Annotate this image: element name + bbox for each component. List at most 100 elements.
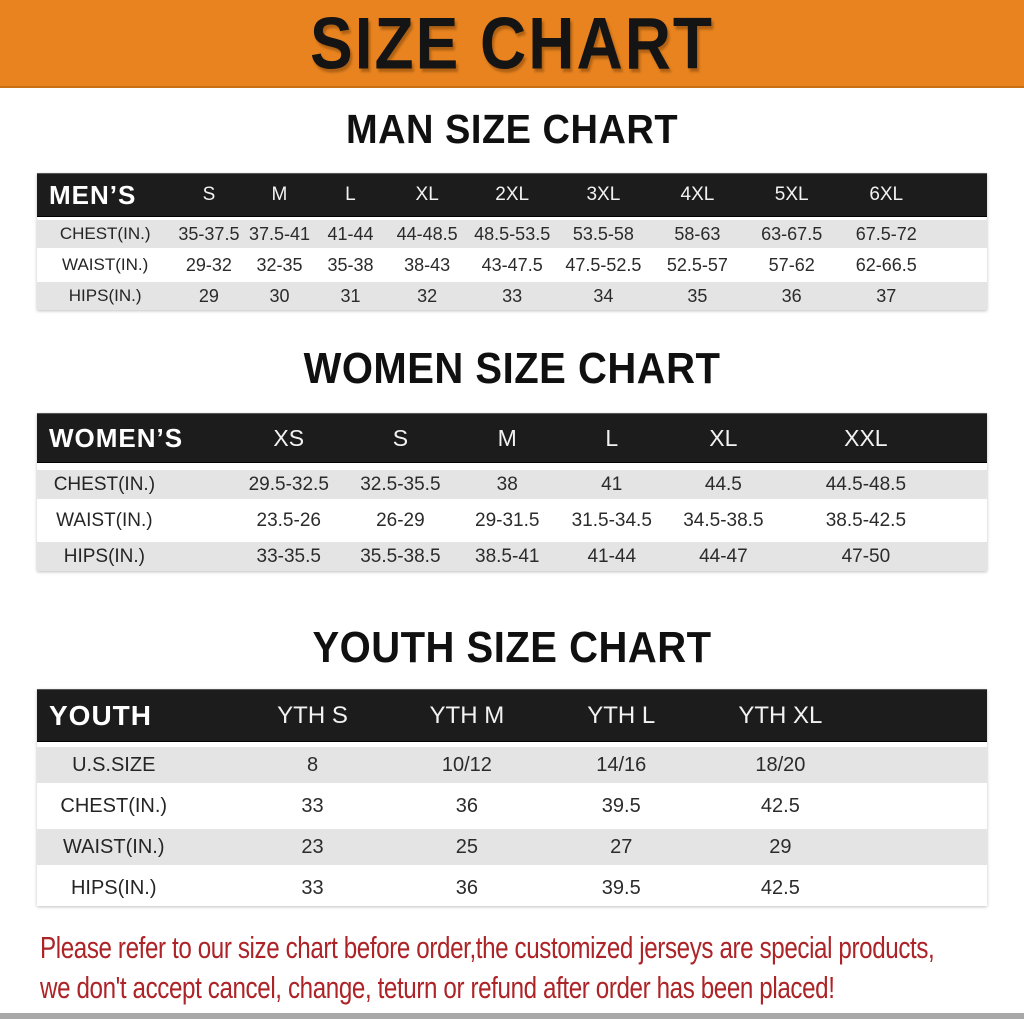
size-chart-title: SIZE CHART — [310, 1, 714, 85]
size-value-cell: 58-63 — [674, 223, 721, 244]
womens-table-title: WOMEN’S — [49, 422, 184, 453]
womens-size-table: WOMEN’S XS S M L XL XXL CHEST(IN.) 29.5-32.5 32.5… — [37, 413, 987, 571]
row-label-cell: WAIST(IN.) — [63, 835, 165, 858]
size-value-cell: 42.5 — [760, 794, 800, 817]
size-value-cell: 52.5-57 — [666, 254, 728, 275]
column-header-yth-l: YTH L — [587, 701, 656, 729]
size-value-cell: 35.5-38.5 — [360, 545, 441, 567]
column-header-2xl: 2XL — [495, 184, 530, 205]
table-row: WAIST(IN.) 23.5-26 26-29 29-31.5 31.5-34.5 34… — [37, 506, 987, 535]
size-value-cell: 48.5-53.5 — [474, 223, 551, 244]
column-header-m: M — [271, 184, 288, 205]
size-value-cell: 42.5 — [760, 876, 800, 899]
size-value-cell: 47-50 — [841, 545, 891, 567]
size-value-cell: 36 — [455, 876, 478, 899]
size-value-cell: 38 — [496, 473, 518, 495]
table-row: WAIST(IN.) 29-32 32-35 35-38 38-43 43-47.5 47.… — [37, 251, 987, 279]
mens-size-table: MEN’S S M L XL 2XL 3XL 4XL 5XL 6XL CHEST(IN.) 35-37… — [37, 173, 987, 310]
row-label-cell: HIPS(IN.) — [68, 286, 142, 305]
column-header-s: S — [202, 184, 216, 205]
youth-size-table: YOUTH YTH S YTH M YTH L YTH XL U.S.SIZE 8 10/12… — [37, 689, 987, 906]
size-value-cell: 33 — [301, 794, 324, 817]
size-value-cell: 36 — [781, 285, 802, 306]
table-row: HIPS(IN.) 33-35.5 35.5-38.5 38.5-41 41-44 44-… — [37, 542, 987, 571]
size-value-cell: 25 — [455, 835, 478, 858]
size-value-cell: 41-44 — [327, 223, 374, 244]
column-header-m: M — [497, 424, 517, 451]
size-value-cell: 41 — [601, 473, 623, 495]
mens-table-title: MEN’S — [49, 179, 137, 210]
table-row: CHEST(IN.) 35-37.5 37.5-41 41-44 44-48.5 48.5… — [37, 220, 987, 248]
table-row: CHEST(IN.) 29.5-32.5 32.5-35.5 38 41 44.5 44.5… — [37, 470, 987, 499]
size-value-cell: 39.5 — [601, 794, 641, 817]
disclaimer-line-1: Please refer to our size chart before or… — [40, 930, 935, 965]
size-value-cell: 33-35.5 — [256, 545, 321, 567]
row-label-cell: CHEST(IN.) — [53, 473, 156, 495]
column-header-xxl: XXL — [844, 424, 888, 451]
column-header-yth-s: YTH S — [277, 701, 348, 729]
size-value-cell: 38.5-41 — [475, 545, 540, 567]
column-header-xl: XL — [709, 424, 738, 451]
mens-section-heading: MAN SIZE CHART — [345, 107, 679, 153]
size-value-cell: 32 — [417, 285, 438, 306]
bottom-edge-strip — [0, 1013, 1024, 1019]
table-row: HIPS(IN.) 33 36 39.5 42.5 — [37, 870, 987, 906]
table-row: HIPS(IN.) 29 30 31 32 33 34 35 36 37 — [37, 282, 987, 310]
row-label-cell: CHEST(IN.) — [60, 794, 168, 817]
row-label-cell: CHEST(IN.) — [59, 224, 151, 243]
size-value-cell: 29-32 — [185, 254, 232, 275]
column-header-6xl: 6XL — [869, 184, 904, 205]
size-value-cell: 37 — [876, 285, 897, 306]
table-row: U.S.SIZE 8 10/12 14/16 18/20 — [37, 747, 987, 783]
row-label-cell: WAIST(IN.) — [56, 509, 153, 531]
column-header-s: S — [392, 424, 409, 451]
mens-table-header-row: MEN’S S M L XL 2XL 3XL 4XL 5XL 6XL — [37, 173, 987, 217]
size-value-cell: 32.5-35.5 — [360, 473, 441, 495]
size-value-cell: 26-29 — [376, 509, 425, 531]
column-header-l: L — [345, 184, 356, 205]
column-header-5xl: 5XL — [774, 184, 809, 205]
column-header-l: L — [605, 424, 619, 451]
size-value-cell: 23 — [301, 835, 324, 858]
size-value-cell: 67.5-72 — [855, 223, 917, 244]
size-value-cell: 53.5-58 — [572, 223, 634, 244]
row-label-cell: HIPS(IN.) — [63, 545, 146, 567]
size-value-cell: 44.5-48.5 — [825, 473, 907, 495]
size-value-cell: 31 — [340, 285, 361, 306]
order-disclaimer: Please refer to our size chart before or… — [40, 928, 1024, 1008]
size-value-cell: 33 — [502, 285, 523, 306]
size-value-cell: 29 — [198, 285, 219, 306]
column-header-xl: XL — [415, 184, 439, 205]
size-value-cell: 57-62 — [768, 254, 815, 275]
size-value-cell: 44-47 — [699, 545, 748, 567]
youth-table-title: YOUTH — [49, 699, 152, 731]
size-value-cell: 36 — [455, 794, 478, 817]
column-header-3xl: 3XL — [586, 184, 621, 205]
womens-section-heading: WOMEN SIZE CHART — [303, 345, 721, 393]
size-value-cell: 14/16 — [596, 753, 647, 776]
youth-section-heading: YOUTH SIZE CHART — [312, 624, 712, 672]
size-value-cell: 43-47.5 — [481, 254, 543, 275]
size-value-cell: 8 — [306, 753, 319, 776]
size-chart-banner: SIZE CHART — [0, 0, 1024, 88]
size-value-cell: 41-44 — [587, 545, 637, 567]
womens-table-header-row: WOMEN’S XS S M L XL XXL — [37, 413, 987, 463]
row-label-cell: HIPS(IN.) — [70, 876, 157, 899]
size-value-cell: 47.5-52.5 — [565, 254, 642, 275]
column-header-xs: XS — [273, 424, 305, 451]
size-value-cell: 34.5-38.5 — [683, 509, 764, 531]
size-value-cell: 29-31.5 — [475, 509, 540, 531]
size-value-cell: 62-66.5 — [855, 254, 917, 275]
size-value-cell: 35-38 — [327, 254, 374, 275]
table-row: WAIST(IN.) 23 25 27 29 — [37, 829, 987, 865]
size-value-cell: 30 — [269, 285, 290, 306]
size-value-cell: 31.5-34.5 — [571, 509, 652, 531]
table-row: CHEST(IN.) 33 36 39.5 42.5 — [37, 788, 987, 824]
size-value-cell: 38.5-42.5 — [825, 509, 907, 531]
size-value-cell: 34 — [593, 285, 614, 306]
size-value-cell: 39.5 — [601, 876, 641, 899]
size-value-cell: 33 — [301, 876, 324, 899]
column-header-yth-m: YTH M — [429, 701, 505, 729]
size-value-cell: 10/12 — [441, 753, 492, 776]
size-value-cell: 44.5 — [704, 473, 742, 495]
